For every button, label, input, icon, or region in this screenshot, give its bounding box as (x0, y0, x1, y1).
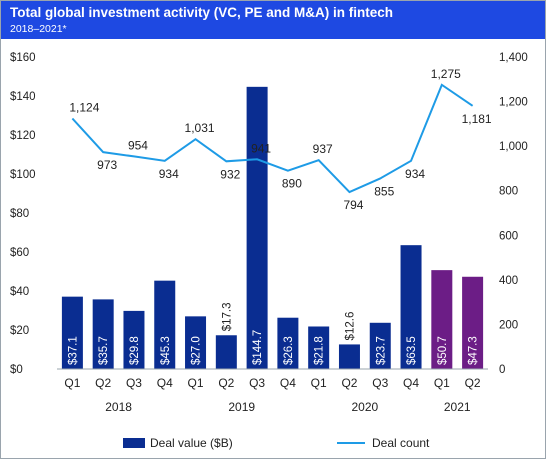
y-right-tick-label: 1,200 (499, 97, 528, 109)
y-right-tick-label: 400 (499, 275, 518, 287)
x-tick-label: Q1 (311, 376, 327, 390)
bar-value-label: $21.8 (314, 336, 326, 365)
y-right-tick-label: 200 (499, 319, 518, 331)
x-tick-label: Q4 (157, 376, 173, 390)
y-right-tick-label: 1,400 (499, 52, 528, 64)
y-right-tick-label: 0 (499, 364, 505, 376)
x-tick-label: Q2 (95, 376, 111, 390)
bar (123, 310, 145, 369)
bar (154, 280, 176, 369)
y-left-tick-label: $20 (10, 325, 29, 337)
bar-value-label: $29.8 (129, 336, 141, 365)
bar (92, 299, 114, 369)
line-value-label: 794 (343, 198, 363, 212)
line-value-label: 937 (313, 142, 333, 156)
bar-value-label: $35.7 (98, 336, 110, 365)
y-left-tick-label: $60 (10, 247, 29, 259)
bar (462, 276, 484, 369)
bar-value-label: $12.6 (344, 312, 356, 341)
bar (185, 316, 207, 369)
bar-value-label: $45.3 (160, 336, 172, 365)
bar-value-label: $23.7 (375, 336, 387, 365)
line-value-label: 934 (159, 167, 179, 181)
y-left-tick-label: $160 (10, 52, 36, 64)
line-value-label: 973 (97, 158, 117, 172)
y-right-tick-label: 600 (499, 230, 518, 242)
y-right-tick-label: 1,000 (499, 141, 528, 153)
line-value-label: 1,275 (431, 67, 461, 81)
bar (369, 322, 391, 369)
bar-value-label: $17.3 (221, 302, 233, 331)
x-tick-label: Q1 (434, 376, 450, 390)
legend-label-deal-value: Deal value ($B) (150, 436, 233, 450)
bar (338, 344, 360, 369)
line-value-label: 1,181 (462, 112, 492, 126)
y-left-tick-label: $0 (10, 364, 23, 376)
legend-swatch-deal-value (123, 438, 145, 448)
x-tick-label: Q3 (372, 376, 388, 390)
x-tick-label: Q4 (403, 376, 419, 390)
line-value-label: 1,031 (185, 121, 215, 135)
x-year-label: 2020 (352, 400, 379, 414)
bar (215, 335, 237, 369)
x-tick-label: Q3 (249, 376, 265, 390)
legend-label-deal-count: Deal count (372, 436, 430, 450)
bar (400, 245, 422, 369)
x-tick-label: Q2 (341, 376, 357, 390)
bar (431, 270, 453, 369)
line-value-label: 932 (220, 167, 240, 181)
line-value-label: 954 (128, 138, 148, 152)
bar (308, 326, 330, 369)
x-tick-label: Q2 (218, 376, 234, 390)
line-value-label: 934 (405, 167, 425, 181)
y-left-tick-label: $80 (10, 208, 29, 220)
x-tick-label: Q2 (465, 376, 481, 390)
y-left-tick-label: $100 (10, 169, 36, 181)
x-tick-label: Q1 (188, 376, 204, 390)
bar-value-label: $47.3 (468, 336, 480, 365)
x-tick-label: Q4 (280, 376, 296, 390)
line-value-label: 855 (374, 184, 394, 198)
x-year-label: 2018 (105, 400, 132, 414)
x-year-label: 2021 (444, 400, 471, 414)
bar-value-label: $37.1 (67, 336, 79, 365)
bar-value-label: $50.7 (437, 336, 449, 365)
y-right-tick-label: 800 (499, 186, 518, 198)
y-left-tick-label: $40 (10, 286, 29, 298)
bar-value-label: $63.5 (406, 336, 418, 365)
bar-value-label: $144.7 (252, 330, 264, 365)
bar (246, 86, 268, 370)
bar-value-label: $26.3 (283, 336, 295, 365)
bar-value-label: $27.0 (191, 336, 203, 365)
y-left-tick-label: $140 (10, 91, 36, 103)
line-value-label: 941 (251, 141, 271, 155)
bar (277, 317, 299, 369)
x-tick-label: Q3 (126, 376, 142, 390)
bar (61, 296, 83, 369)
y-left-tick-label: $120 (10, 130, 36, 142)
line-value-label: 1,124 (69, 101, 99, 115)
chart-subtitle: 2018–2021* (10, 23, 67, 35)
deal-count-line (71, 83, 474, 194)
chart-header: Total global investment activity (VC, PE… (1, 1, 545, 39)
line-value-label: 890 (282, 177, 302, 191)
x-tick-label: Q1 (64, 376, 80, 390)
x-year-label: 2019 (228, 400, 255, 414)
chart-title: Total global investment activity (VC, PE… (10, 5, 394, 20)
